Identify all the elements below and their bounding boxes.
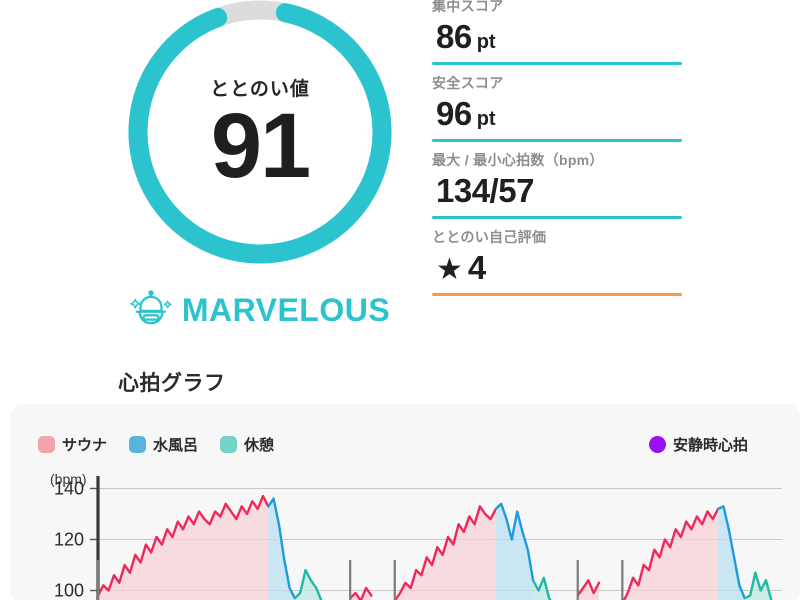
gauge-value: 91	[210, 94, 311, 197]
legend-swatch-rest	[220, 436, 238, 453]
stat-value: 134/57	[436, 172, 534, 209]
svg-text:100: 100	[54, 581, 84, 600]
legend-item-resting-hr[interactable]: 安静時心拍	[648, 434, 748, 455]
legend-swatch-resting-hr	[648, 436, 666, 453]
chart-legend: サウナ 水風呂 休憩 安静時心拍	[10, 434, 800, 460]
stat-label: ととのい自己評価	[432, 229, 547, 245]
stat-value: 4	[467, 249, 486, 286]
stat-value: 96	[436, 95, 472, 132]
stat-unit: pt	[476, 108, 496, 130]
legend-item-sauna[interactable]: サウナ	[38, 434, 107, 455]
svg-text:120: 120	[54, 530, 84, 550]
gauge-label: ととのい値	[210, 78, 310, 100]
stat-label: 集中スコア	[432, 0, 504, 14]
stat-underline	[432, 293, 682, 296]
heart-rate-plot-svg: (bpm)140 120 100	[50, 471, 782, 600]
svg-text:140: 140	[54, 479, 84, 499]
stat-unit: pt	[476, 31, 496, 53]
stat-self-rating: ととのい自己評価 ★ 4	[432, 219, 682, 296]
legend-group-resting: 安静時心拍	[648, 434, 748, 455]
gauge-center-content: ととのい値 91	[110, 0, 410, 282]
legend-label: 休憩	[244, 437, 275, 454]
totonoi-score-gauge: ととのい値 91	[110, 0, 410, 282]
stat-safety-score: 安全スコア 96 pt	[432, 65, 682, 142]
stat-underline	[432, 139, 682, 142]
legend-label: 水風呂	[153, 437, 199, 454]
legend-swatch-sauna	[38, 436, 55, 453]
chart-title: 心拍グラフ	[118, 372, 226, 395]
heart-rate-plot: (bpm) 140 120 100	[10, 464, 800, 600]
stat-underline	[432, 216, 682, 219]
heart-rate-chart-card: サウナ 水風呂 休憩 安静時心拍 (bpm) 140 120 100	[10, 404, 800, 600]
stats-list: 集中スコア 86 pt 安全スコア 96 pt 最大 / 最小心拍数（bpm） …	[432, 0, 682, 296]
svg-text:(bpm): (bpm)	[50, 471, 87, 487]
stat-label: 最大 / 最小心拍数（bpm）	[432, 152, 604, 168]
rank-badge: MARVELOUS	[110, 286, 410, 334]
rank-label: MARVELOUS	[181, 291, 391, 328]
legend-label: 安静時心拍	[672, 437, 748, 454]
legend-group-phases: サウナ 水風呂 休憩	[38, 434, 274, 455]
stat-value-row: 96 pt	[432, 92, 682, 139]
stat-underline	[432, 62, 682, 65]
stat-max-min-heart-rate: 最大 / 最小心拍数（bpm） 134/57	[432, 142, 682, 219]
star-icon: ★	[436, 253, 463, 286]
stat-value: 86	[436, 18, 472, 55]
stat-label: 安全スコア	[432, 75, 504, 91]
legend-item-cold-bath[interactable]: 水風呂	[129, 434, 198, 455]
summary-top-section: ととのい値 91 MARVELOUS	[110, 0, 682, 334]
stat-value-row: 134/57	[432, 169, 682, 216]
legend-label: サウナ	[62, 437, 108, 454]
stat-value-row: ★ 4	[432, 246, 682, 293]
stat-concentration-score: 集中スコア 86 pt	[432, 0, 682, 65]
legend-swatch-cold-bath	[129, 436, 147, 453]
legend-item-rest[interactable]: 休憩	[220, 434, 274, 455]
gauge-ring-svg	[128, 0, 392, 264]
sauna-hat-character-icon	[129, 290, 172, 325]
stat-value-row: 86 pt	[432, 15, 682, 62]
